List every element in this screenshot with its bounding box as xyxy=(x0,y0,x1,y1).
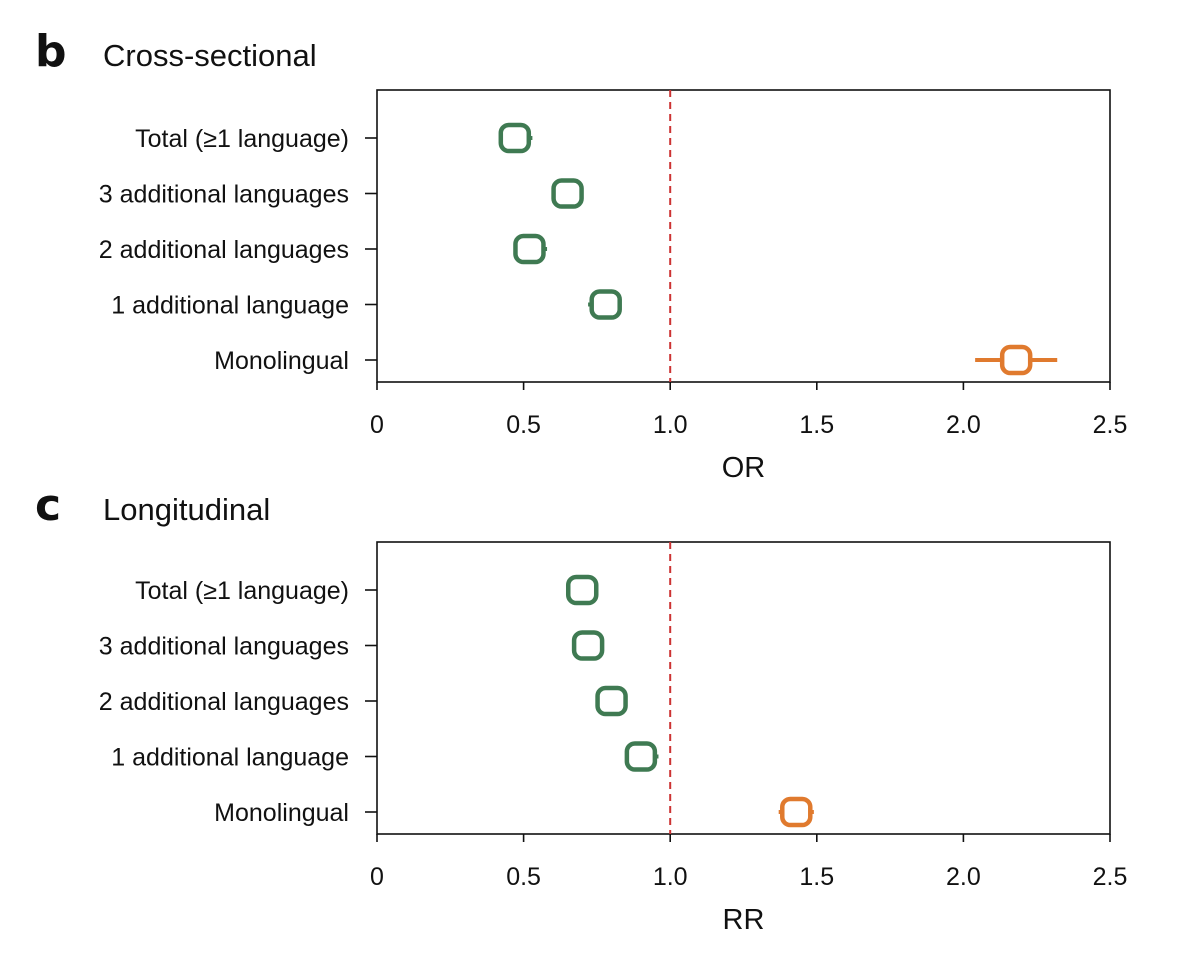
category-label: Monolingual xyxy=(214,347,349,375)
category-label: Total (≥1 language) xyxy=(135,125,349,153)
panel-longitudinal: c Longitudinal 0 0.5 1.0 1.5 2.0 2.5 Total (≥1… xyxy=(35,480,1127,936)
category-label: 3 additional languages xyxy=(99,633,349,661)
category-label: 2 additional languages xyxy=(99,236,349,264)
x-tick-label: 2.5 xyxy=(1093,411,1128,439)
plot-frame xyxy=(376,89,1111,383)
x-tick-label: 2.0 xyxy=(946,411,981,439)
panel-cross-sectional: b Cross-sectional 0 0.5 1.0 1.5 2.0 2.5 Total … xyxy=(35,26,1127,484)
x-tick-label: 1.5 xyxy=(799,411,834,439)
category-label: Monolingual xyxy=(214,799,349,827)
point-estimate xyxy=(780,796,813,828)
x-tick-label: 0.5 xyxy=(506,411,541,439)
point-estimate xyxy=(571,630,605,661)
x-tick-label: 0.5 xyxy=(506,863,541,891)
point-estimate xyxy=(624,741,658,772)
panel-title-longitudinal: Longitudinal xyxy=(103,492,270,527)
panel-letter-c: c xyxy=(35,480,61,531)
chart-marks: 0 0.5 1.0 1.5 2.0 2.5 Total (≥1 language) 3 add… xyxy=(99,542,1128,891)
point-estimate xyxy=(565,574,599,606)
x-tick-label: 1.5 xyxy=(799,863,834,891)
point-estimate xyxy=(513,233,546,265)
panel-title-cross-sectional: Cross-sectional xyxy=(103,38,317,73)
category-label: Total (≥1 language) xyxy=(135,577,349,605)
point-estimate xyxy=(589,289,622,320)
chart-marks: 0 0.5 1.0 1.5 2.0 2.5 Total (≥1 language) 3 add… xyxy=(99,90,1128,439)
category-label: 1 additional language xyxy=(111,292,349,320)
x-axis-label-or: OR xyxy=(722,452,766,484)
point-estimate xyxy=(595,685,628,717)
x-tick-label: 2.5 xyxy=(1093,863,1128,891)
category-label: 1 additional language xyxy=(111,744,349,772)
x-tick-label: 1.0 xyxy=(653,863,688,891)
point-estimate xyxy=(551,178,584,209)
x-tick-label: 2.0 xyxy=(946,863,981,891)
panel-letter-b: b xyxy=(35,26,67,77)
x-axis-label-rr: RR xyxy=(723,904,765,936)
plot-frame xyxy=(376,541,1111,835)
point-estimate xyxy=(498,122,532,154)
x-tick-label: 0 xyxy=(370,863,384,891)
point-estimate xyxy=(999,344,1033,376)
category-label: 2 additional languages xyxy=(99,688,349,716)
x-tick-label: 1.0 xyxy=(653,411,688,439)
x-tick-label: 0 xyxy=(370,411,384,439)
category-label: 3 additional languages xyxy=(99,181,349,209)
